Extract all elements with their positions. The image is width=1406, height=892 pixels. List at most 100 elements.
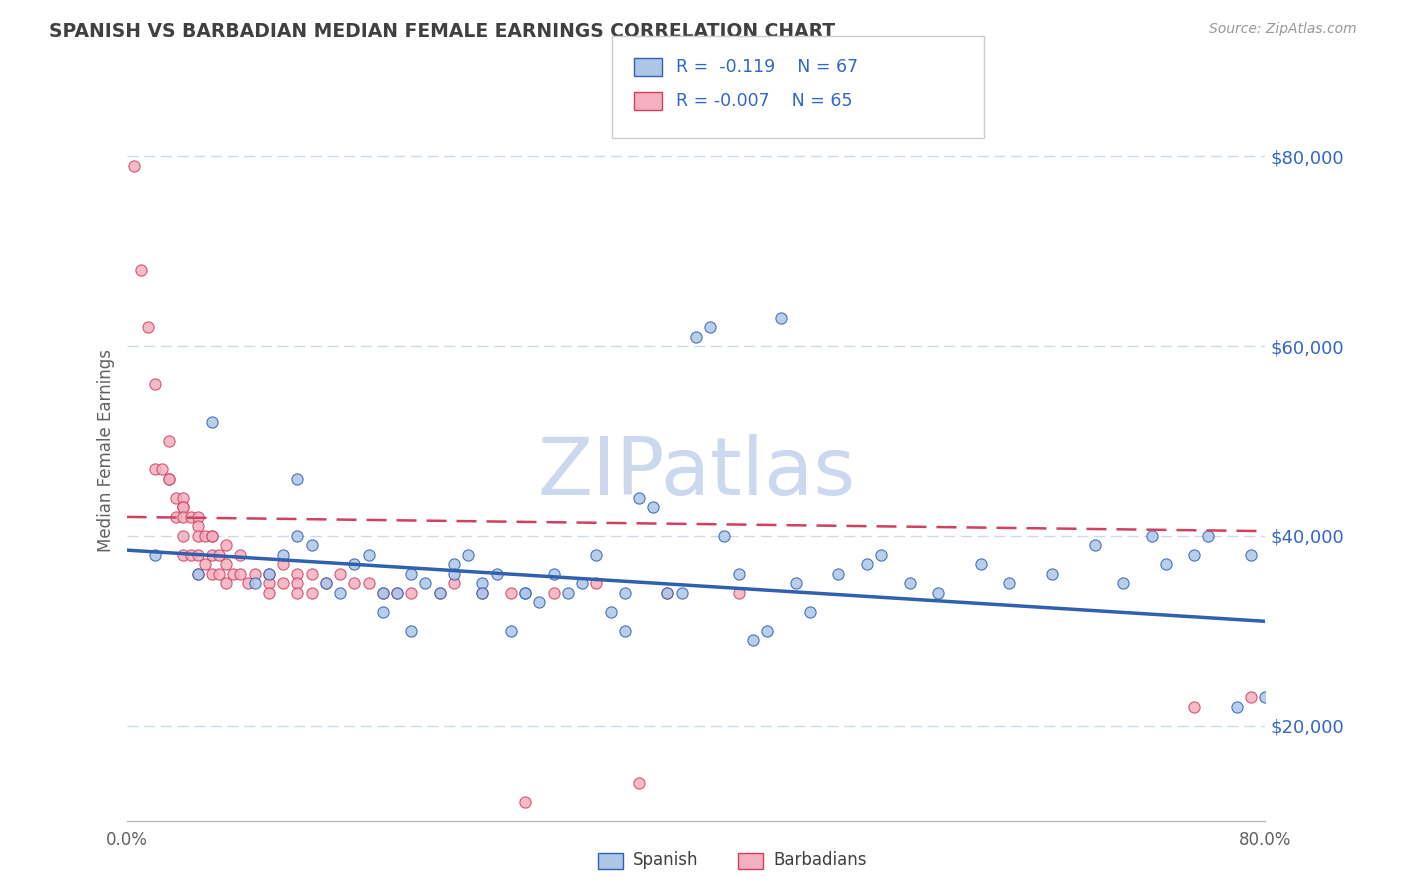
Point <box>143 548 166 562</box>
Point <box>429 586 451 600</box>
Point <box>287 566 309 581</box>
Point <box>471 586 494 600</box>
Point <box>1182 699 1205 714</box>
Point <box>201 415 224 429</box>
Point <box>471 576 494 591</box>
Point <box>287 472 309 486</box>
Point <box>371 586 394 600</box>
Point <box>187 548 209 562</box>
Point <box>799 605 821 619</box>
Point <box>585 576 607 591</box>
Text: SPANISH VS BARBADIAN MEDIAN FEMALE EARNINGS CORRELATION CHART: SPANISH VS BARBADIAN MEDIAN FEMALE EARNI… <box>49 22 835 41</box>
Point <box>201 529 224 543</box>
Point <box>271 576 294 591</box>
Point <box>1182 548 1205 562</box>
Point <box>1254 690 1277 705</box>
Point <box>315 576 337 591</box>
Point <box>243 576 266 591</box>
Text: R =  -0.119    N = 67: R = -0.119 N = 67 <box>676 58 859 76</box>
Point <box>401 566 423 581</box>
Point <box>187 519 209 533</box>
Point <box>215 558 238 572</box>
Point <box>172 500 194 515</box>
Point <box>287 576 309 591</box>
Point <box>301 566 323 581</box>
Point <box>357 548 380 562</box>
Point <box>201 566 224 581</box>
Text: Barbadians: Barbadians <box>773 851 868 869</box>
Point <box>180 509 202 524</box>
Point <box>180 548 202 562</box>
Point <box>1226 699 1249 714</box>
Point <box>215 576 238 591</box>
Point <box>343 576 366 591</box>
Point <box>143 462 166 476</box>
Point <box>236 576 259 591</box>
Text: Source: ZipAtlas.com: Source: ZipAtlas.com <box>1209 22 1357 37</box>
Point <box>543 586 565 600</box>
Point <box>499 624 522 638</box>
Point <box>499 586 522 600</box>
Point <box>208 566 231 581</box>
Point <box>187 509 209 524</box>
Point <box>515 586 537 600</box>
Point <box>628 775 651 789</box>
Point <box>165 509 187 524</box>
Point <box>187 566 209 581</box>
Point <box>713 529 735 543</box>
Point <box>415 576 437 591</box>
Point <box>343 558 366 572</box>
Point <box>172 548 194 562</box>
Point <box>165 491 187 505</box>
Point <box>485 566 508 581</box>
Point <box>371 586 394 600</box>
Point <box>271 558 294 572</box>
Point <box>543 566 565 581</box>
Point <box>1040 566 1063 581</box>
Point <box>157 472 180 486</box>
Point <box>243 566 266 581</box>
Point <box>657 586 679 600</box>
Point <box>172 500 194 515</box>
Point <box>329 586 352 600</box>
Text: R = -0.007    N = 65: R = -0.007 N = 65 <box>676 92 853 110</box>
Point <box>827 566 849 581</box>
Point <box>301 538 323 552</box>
Point <box>208 548 231 562</box>
Point <box>1084 538 1107 552</box>
Point <box>770 310 793 325</box>
Point <box>385 586 408 600</box>
Point <box>222 566 245 581</box>
Point <box>515 795 537 809</box>
Point <box>443 558 465 572</box>
Point <box>215 538 238 552</box>
Point <box>172 529 194 543</box>
Point <box>122 159 145 173</box>
Point <box>194 529 217 543</box>
Point <box>515 586 537 600</box>
Point <box>357 576 380 591</box>
Point <box>401 624 423 638</box>
Point <box>150 462 173 476</box>
Point <box>287 529 309 543</box>
Point <box>457 548 479 562</box>
Point <box>172 509 194 524</box>
Point <box>699 320 721 334</box>
Point <box>371 605 394 619</box>
Point <box>401 586 423 600</box>
Text: ZIPatlas: ZIPatlas <box>537 434 855 512</box>
Point <box>257 566 280 581</box>
Point <box>613 624 636 638</box>
Point <box>1198 529 1220 543</box>
Point <box>529 595 551 609</box>
Point <box>1112 576 1135 591</box>
Point <box>385 586 408 600</box>
Y-axis label: Median Female Earnings: Median Female Earnings <box>97 349 115 552</box>
Point <box>727 566 749 581</box>
Point <box>1240 690 1263 705</box>
Point <box>329 566 352 581</box>
Point <box>855 558 877 572</box>
Point <box>970 558 993 572</box>
Point <box>443 576 465 591</box>
Point <box>187 529 209 543</box>
